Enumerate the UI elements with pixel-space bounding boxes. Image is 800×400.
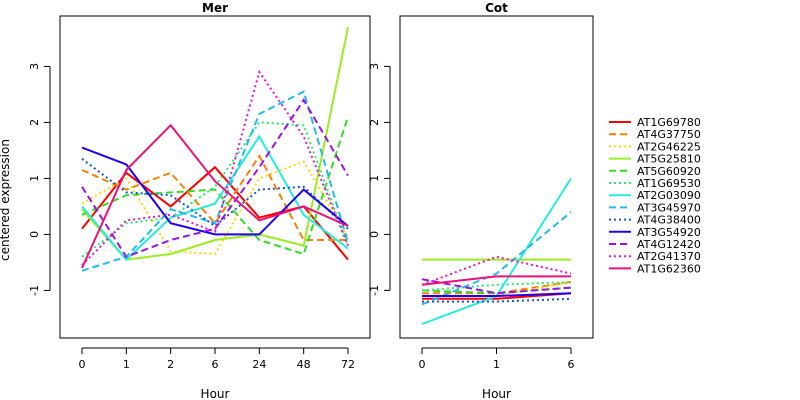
x-tick-label: 48 — [297, 358, 311, 371]
x-tick-label: 0 — [419, 358, 426, 371]
panel-cot: Cot 0 1 6 Hour -1 0 1 2 3 — [368, 1, 594, 400]
plot-frame — [399, 15, 594, 339]
legend-item: AT5G60920 — [609, 165, 701, 178]
x-axis-label: Hour — [201, 387, 230, 400]
series-line-at2g46225-cot — [422, 281, 572, 297]
series-line-at4g38400-mer — [81, 158, 349, 230]
x-tick-label: 6 — [212, 358, 219, 371]
legend-item: AT4G12420 — [609, 238, 701, 251]
legend-label: AT3G45970 — [637, 201, 701, 214]
x-tick-label: 72 — [341, 358, 355, 371]
legend-item: AT2G41370 — [609, 250, 701, 263]
series-line-at2g03090-mer — [81, 134, 349, 262]
y-tick-label: 2 — [28, 119, 41, 126]
series-line-at1g69530-mer — [81, 121, 349, 258]
series-line-at3g45970-cot — [421, 211, 572, 306]
legend-item: AT2G46225 — [609, 140, 701, 153]
legend-item: AT1G62360 — [609, 262, 701, 275]
x-tick-label: 24 — [252, 358, 266, 371]
chart-panels: Mer 0 1 2 6 24 48 72 Hour -1 0 1 2 3 Cot 0 1 6 Hour -1 0 1 2 3 — [28, 1, 594, 400]
legend-item: AT5G25810 — [609, 153, 701, 166]
y-tick-label: 1 — [368, 175, 381, 182]
series-line-at4g12420-cot — [421, 278, 572, 295]
series-line-at2g46225-mer — [81, 160, 349, 256]
series-line-at3g54920-cot — [422, 292, 572, 297]
x-tick-label: 6 — [568, 358, 575, 371]
legend-label: AT1G69530 — [637, 177, 701, 190]
legend-item: AT2G03090 — [609, 189, 701, 202]
y-tick-label: -1 — [368, 285, 381, 296]
legend-label: AT4G38400 — [637, 214, 701, 227]
legend-label: AT4G12420 — [637, 238, 701, 251]
series-line-at2g41370-mer — [81, 69, 349, 266]
series-line-at4g37750-mer — [81, 154, 348, 241]
x-tick-label: 2 — [167, 358, 174, 371]
legend-label: AT1G69780 — [637, 116, 701, 129]
x-axis-label: Hour — [482, 387, 511, 400]
series-line-at3g54920-mer — [81, 146, 349, 236]
legend-item: AT4G37750 — [609, 128, 701, 141]
legend-label: AT1G62360 — [637, 262, 701, 275]
legend-item: AT3G54920 — [609, 226, 701, 239]
panel-title: Mer — [202, 1, 228, 15]
legend-item: AT1G69780 — [609, 116, 701, 129]
x-tick-label: 1 — [493, 358, 500, 371]
y-tick-label: 1 — [28, 175, 41, 182]
series-line-at4g12420-mer — [81, 98, 349, 259]
legend-item: AT3G45970 — [609, 201, 701, 214]
y-tick-label: 2 — [368, 119, 381, 126]
y-tick-label: -1 — [28, 285, 41, 296]
y-axis-label: centered expression — [0, 139, 12, 261]
y-tick-label: 3 — [368, 63, 381, 70]
legend-item: AT4G38400 — [609, 214, 701, 227]
y-tick-label: 0 — [368, 231, 381, 238]
legend-label: AT4G37750 — [637, 128, 701, 141]
x-tick-label: 0 — [79, 358, 86, 371]
series-line-at1g62360-mer — [81, 123, 349, 269]
panel-title: Cot — [485, 1, 508, 15]
legend-label: AT5G60920 — [637, 165, 701, 178]
legend-label: AT3G54920 — [637, 226, 701, 239]
y-tick-label: 0 — [28, 231, 41, 238]
legend-label: AT5G25810 — [637, 153, 701, 166]
legend-label: AT2G03090 — [637, 189, 701, 202]
plot-frame — [59, 15, 371, 339]
series-line-at1g62360-cot — [421, 275, 571, 286]
x-tick-label: 1 — [123, 358, 130, 371]
y-tick-label: 3 — [28, 63, 41, 70]
series-line-at2g41370-cot — [421, 255, 572, 286]
legend-label: AT2G46225 — [637, 140, 701, 153]
legend-label: AT2G41370 — [637, 250, 701, 263]
legend: AT1G69780AT4G37750AT2G46225AT5G25810AT5G… — [609, 116, 701, 275]
panel-mer: Mer 0 1 2 6 24 48 72 Hour -1 0 1 2 3 — [28, 1, 371, 400]
series-line-at5g60920-mer — [81, 116, 349, 256]
legend-item: AT1G69530 — [609, 177, 701, 190]
series-line-at2g03090-cot — [421, 177, 572, 325]
